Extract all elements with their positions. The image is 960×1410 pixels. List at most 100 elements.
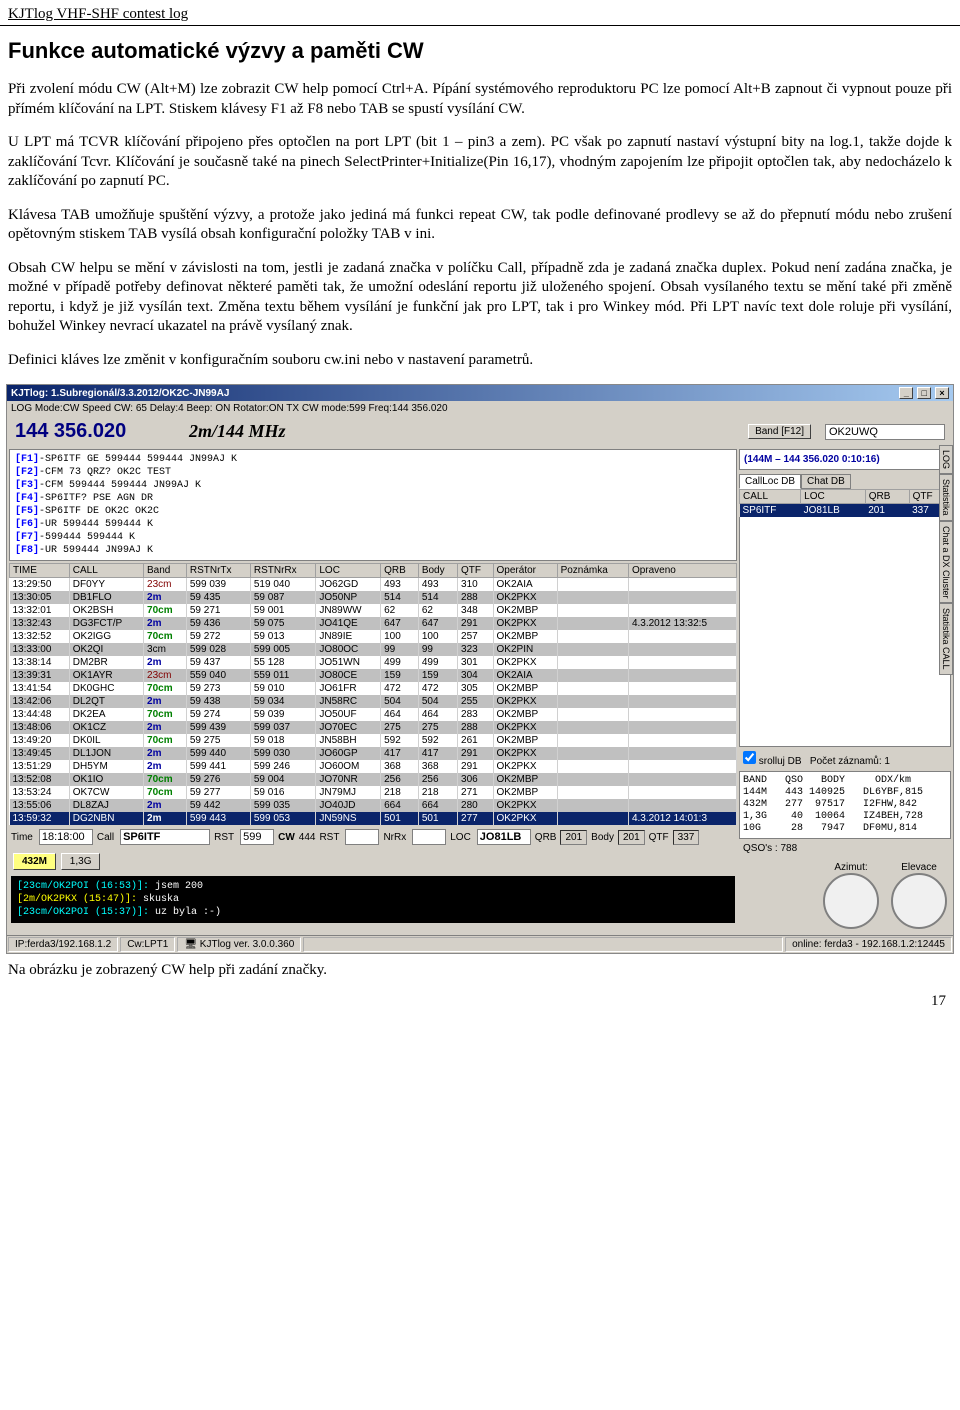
tab-chatdb[interactable]: Chat DB	[801, 474, 851, 489]
table-row[interactable]: 13:38:14DM2BR2m59 43755 128JO51WN4994993…	[10, 656, 737, 669]
frequency-display: 144 356.020	[15, 420, 175, 443]
qtf-label: QTF	[649, 832, 669, 843]
table-row[interactable]: 13:49:45DL1JON2m599 440599 030JO60GP4174…	[10, 747, 737, 760]
table-row[interactable]: 13:32:01OK2BSH70cm59 27159 001JN89WW6262…	[10, 604, 737, 617]
status-bar: IP:ferda3/192.168.1.2 Cw:LPT1 🖥 KJTlog v…	[7, 935, 953, 953]
freq-info-box: (144M – 144 356.020 0:10:16)	[739, 449, 951, 470]
band-button[interactable]: Band [F12]	[748, 424, 811, 439]
table-row[interactable]: 13:32:43DG3FCT/P2m59 43659 075JO41QE6476…	[10, 617, 737, 630]
qrb-value: 201	[560, 830, 587, 845]
rst-rx-input[interactable]	[345, 829, 379, 845]
db-col-loc: LOC	[801, 490, 866, 504]
stats-box: BAND QSO BODY ODX/km 144M 443 140925 DL6…	[739, 771, 951, 839]
status-cw: Cw:LPT1	[120, 937, 175, 952]
menubar: LOG Mode:CW Speed CW: 65 Delay:4 Beep: O…	[7, 401, 953, 416]
table-row[interactable]: 13:39:31OK1AYR23cm559 040559 011JO80CE15…	[10, 669, 737, 682]
table-row[interactable]: 13:51:29DH5YM2m599 441599 246JO60OM36836…	[10, 760, 737, 773]
table-row[interactable]: 13:59:32DG2NBN2m599 443599 053JN59NS5015…	[10, 812, 737, 825]
band-buttons: 432M 1,3G	[9, 849, 737, 874]
page-header: KJTlog VHF-SHF contest log	[0, 0, 960, 26]
db-empty-area	[739, 517, 951, 747]
app-window: KJTlog: 1.Subregionál/3.3.2012/OK2C-JN99…	[6, 384, 954, 954]
scroll-db-check[interactable]: srolluj DB	[743, 756, 802, 767]
db-footer: srolluj DB Počet záznamů: 1	[739, 747, 951, 771]
table-row[interactable]: 13:53:24OK7CW70cm59 27759 016JN79MJ21821…	[10, 786, 737, 799]
loc-label: LOC	[450, 832, 471, 843]
table-row[interactable]: 13:32:52OK2IGG70cm59 27259 013JN89IE1001…	[10, 630, 737, 643]
table-row[interactable]: 13:48:06OK1CZ2m599 439599 037JO70EC27527…	[10, 721, 737, 734]
right-column: (144M – 144 356.020 0:10:16) CallLoc DB …	[739, 449, 951, 933]
para-1: Při zvolení módu CW (Alt+M) lze zobrazit…	[8, 80, 952, 119]
vtab-callstats[interactable]: Statistika CALL	[939, 603, 953, 675]
vtab-stats[interactable]: Statistika	[939, 474, 953, 521]
left-column: [F1]-SP6ITF GE 599444 599444 JN99AJ K[F2…	[9, 449, 737, 933]
minimize-icon[interactable]: _	[899, 387, 913, 399]
status-ip: IP:ferda3/192.168.1.2	[8, 937, 118, 952]
figure-caption: Na obrázku je zobrazený CW help při zadá…	[8, 962, 952, 979]
table-row[interactable]: 13:49:20DK0IL70cm59 27559 018JN58BH59259…	[10, 734, 737, 747]
side-tabs: CallLoc DB Chat DB	[739, 474, 951, 489]
vertical-tabs: LOG Statistika Chat a DX Cluster Statist…	[939, 445, 953, 675]
loc-input[interactable]	[477, 829, 531, 845]
rst-rx-label: RST	[319, 832, 339, 843]
tab-callloc[interactable]: CallLoc DB	[739, 474, 801, 489]
table-row[interactable]: 13:29:50DF0YY23cm599 039519 040JO62GD493…	[10, 578, 737, 592]
freq-info: (144M – 144 356.020 0:10:16)	[744, 454, 880, 465]
para-2: U LPT má TCVR klíčování připojeno přes o…	[8, 133, 952, 192]
table-row[interactable]: 13:41:54DK0GHC70cm59 27359 010JO61FR4724…	[10, 682, 737, 695]
status-version: 🖥 KJTlog ver. 3.0.0.360	[177, 937, 301, 952]
table-row[interactable]: 13:44:48DK2EA70cm59 27459 039JO50UF46446…	[10, 708, 737, 721]
nrrx-label: NrRx	[383, 832, 406, 843]
para-4: Obsah CW helpu se mění v závislosti na t…	[8, 259, 952, 337]
time-label: Time	[11, 832, 33, 843]
vtab-chat[interactable]: Chat a DX Cluster	[939, 521, 953, 604]
body-value: 201	[618, 830, 645, 845]
azimuth-dial[interactable]	[823, 873, 879, 929]
band-label: 2m/144 MHz	[189, 421, 734, 442]
band-btn-1.3g[interactable]: 1,3G	[61, 853, 101, 870]
time-input[interactable]	[39, 829, 93, 845]
body-label: Body	[591, 832, 614, 843]
db-row[interactable]: SP6ITF JO81LB 201 337	[740, 504, 951, 518]
close-icon[interactable]: ×	[935, 387, 949, 399]
qso-total: QSO's : 788	[739, 839, 951, 858]
window-controls: _ □ ×	[898, 387, 949, 399]
status-online: online: ferda3 - 192.168.1.2:12445	[785, 937, 952, 952]
band-btn-432m[interactable]: 432M	[13, 853, 56, 870]
chat-terminal: [23cm/OK2POI (16:53)]: jsem 200[2m/OK2PK…	[11, 876, 735, 923]
db-col-qrb: QRB	[865, 490, 909, 504]
elevation-label: Elevace	[891, 862, 947, 873]
azimuth-label: Azimut:	[823, 862, 879, 873]
call-entry-top[interactable]	[825, 424, 945, 440]
qtf-value: 337	[673, 830, 700, 845]
nrrx-input[interactable]	[412, 829, 446, 845]
rst-label: RST	[214, 832, 234, 843]
rst-input[interactable]	[240, 829, 274, 845]
table-row[interactable]: 13:55:06DL8ZAJ2m59 442599 035JO40JD66466…	[10, 799, 737, 812]
record-count: Počet záznamů: 1	[810, 756, 890, 767]
call-input[interactable]	[120, 829, 210, 845]
table-row[interactable]: 13:30:05DB1FLO2m59 43559 087JO50NP514514…	[10, 591, 737, 604]
cw-label: CW	[278, 832, 295, 843]
qrb-label: QRB	[535, 832, 557, 843]
doc-title: Funkce automatické výzvy a paměti CW	[8, 38, 952, 64]
status-spacer	[303, 937, 783, 952]
call-label: Call	[97, 832, 114, 843]
page-number: 17	[0, 993, 960, 1018]
table-row[interactable]: 13:42:06DL2QT2m59 43859 034JN58RC5045042…	[10, 695, 737, 708]
freq-bar: 144 356.020 2m/144 MHz Band [F12]	[7, 416, 953, 447]
db-col-call: CALL	[740, 490, 801, 504]
window-title: KJTlog: 1.Subregionál/3.3.2012/OK2C-JN99…	[11, 388, 229, 399]
rotator-box: Azimut: Elevace	[739, 858, 951, 933]
para-3: Klávesa TAB umožňuje spuštění výzvy, a p…	[8, 206, 952, 245]
fkey-help: [F1]-SP6ITF GE 599444 599444 JN99AJ K[F2…	[9, 449, 737, 561]
qso-input-row: Time Call RST CW 444 RST NrRx LOC QRB 20…	[9, 825, 737, 849]
vtab-log[interactable]: LOG	[939, 445, 953, 474]
cw-nr: 444	[299, 832, 316, 843]
elevation-dial[interactable]	[891, 873, 947, 929]
maximize-icon[interactable]: □	[917, 387, 931, 399]
table-row[interactable]: 13:52:08OK1IO70cm59 27659 004JO70NR25625…	[10, 773, 737, 786]
table-row[interactable]: 13:33:00OK2QI3cm599 028599 005JO80OC9999…	[10, 643, 737, 656]
main-area: [F1]-SP6ITF GE 599444 599444 JN99AJ K[F2…	[7, 447, 953, 935]
titlebar: KJTlog: 1.Subregionál/3.3.2012/OK2C-JN99…	[7, 385, 953, 401]
